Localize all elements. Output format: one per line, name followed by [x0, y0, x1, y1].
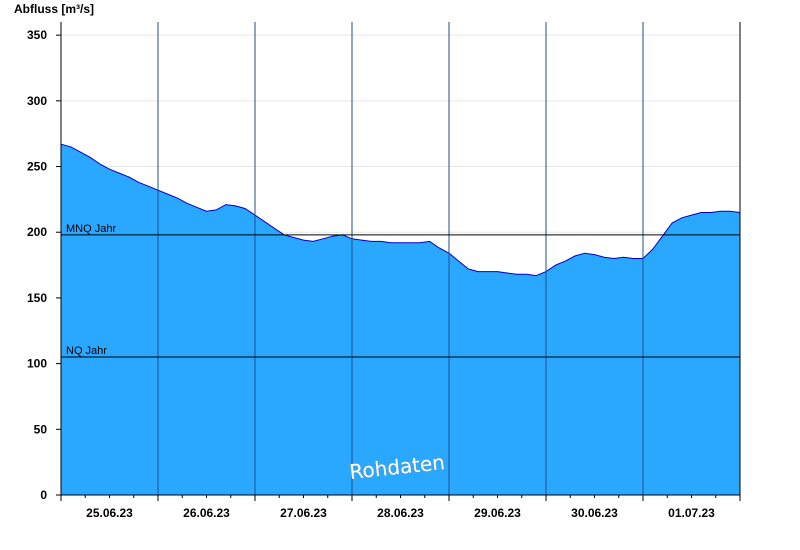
y-axis-title: Abfluss [m³/s] — [14, 2, 94, 16]
y-tick-label-350: 350 — [27, 28, 47, 42]
y-tick-label-0: 0 — [40, 488, 47, 502]
discharge-area — [61, 144, 740, 495]
y-tick-label-250: 250 — [27, 160, 47, 174]
y-tick-label-200: 200 — [27, 225, 47, 239]
y-tick-labels: 0 50 100 150 200 250 300 350 — [27, 28, 61, 502]
reference-label-0: MNQ Jahr — [66, 223, 116, 235]
reference-label-1: NQ Jahr — [66, 345, 107, 357]
y-tick-label-100: 100 — [27, 357, 47, 371]
y-tick-label-50: 50 — [34, 422, 48, 436]
day-boundary-lines — [157, 22, 644, 495]
x-tick-label-5: 30.06.23 — [571, 506, 618, 520]
reference-lines: MNQ Jahr NQ Jahr — [61, 223, 740, 358]
x-tick-label-2: 27.06.23 — [280, 506, 327, 520]
x-tick-label-6: 01.07.23 — [668, 506, 715, 520]
x-tick-label-1: 26.06.23 — [183, 506, 230, 520]
y-tick-label-300: 300 — [27, 94, 47, 108]
x-tick-label-3: 28.06.23 — [377, 506, 424, 520]
x-tick-label-4: 29.06.23 — [474, 506, 521, 520]
x-tick-labels: 25.06.23 26.06.23 27.06.23 28.06.23 29.06.23… — [60, 495, 741, 520]
x-tick-label-0: 25.06.23 — [86, 506, 133, 520]
y-tick-label-150: 150 — [27, 291, 47, 305]
discharge-line — [60, 143, 741, 277]
